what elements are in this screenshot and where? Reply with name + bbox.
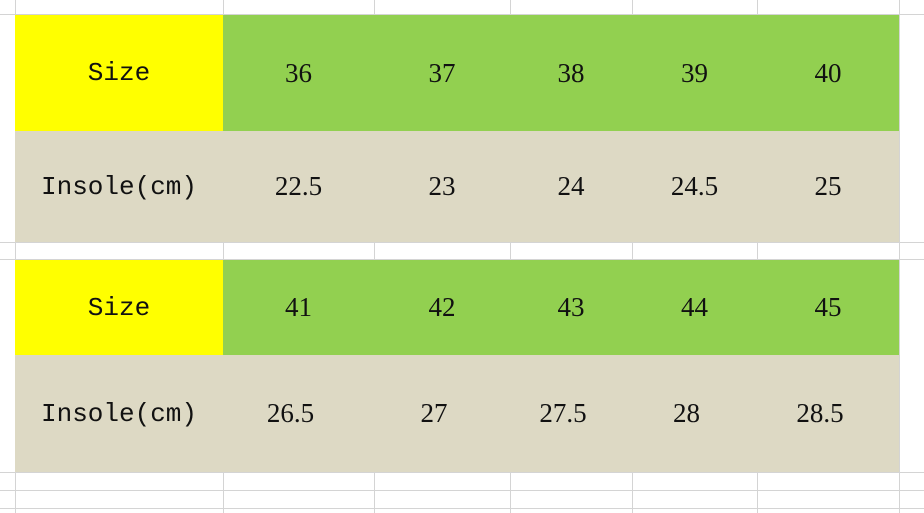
size-row-1: Size 36 37 38 39 40 bbox=[15, 15, 899, 131]
size-cell[interactable]: 44 bbox=[681, 292, 708, 322]
insole-cell[interactable]: 26.5 bbox=[266, 398, 315, 428]
size-cell[interactable]: 39 bbox=[681, 57, 708, 88]
gridline bbox=[0, 472, 924, 473]
size-label-cell[interactable]: Size bbox=[15, 15, 223, 131]
insole-row-2: Insole(cm) 26.5 27 27.5 28 28.5 bbox=[15, 355, 899, 472]
size-cell[interactable]: 42 bbox=[428, 292, 456, 322]
gridline bbox=[15, 0, 16, 513]
size-cell[interactable]: 41 bbox=[285, 292, 312, 322]
size-row-2: Size 41 42 43 44 45 bbox=[15, 260, 899, 355]
size-cell[interactable]: 45 bbox=[814, 292, 842, 322]
insole-cell[interactable]: 25 bbox=[814, 171, 842, 201]
insole-cell[interactable]: 28.5 bbox=[796, 398, 844, 428]
insole-cell[interactable]: 27 bbox=[420, 398, 448, 428]
insole-cell[interactable]: 24 bbox=[557, 171, 585, 201]
size-label-cell[interactable]: Size bbox=[15, 260, 223, 355]
size-cell[interactable]: 36 bbox=[285, 57, 312, 88]
gridline bbox=[374, 0, 375, 513]
gridline bbox=[0, 508, 924, 509]
insole-label-cell[interactable]: Insole(cm) bbox=[40, 171, 198, 202]
gridline bbox=[0, 490, 924, 491]
insole-label-cell[interactable]: Insole(cm) bbox=[40, 398, 198, 429]
insole-cell[interactable]: 24.5 bbox=[670, 171, 719, 201]
insole-row-1: Insole(cm) 22.5 23 24 24.5 25 bbox=[15, 131, 899, 242]
gridline bbox=[899, 0, 900, 513]
size-cell[interactable]: 38 bbox=[557, 57, 585, 88]
size-cell[interactable]: 37 bbox=[428, 57, 456, 88]
gridline bbox=[0, 259, 924, 260]
gridline bbox=[0, 242, 924, 243]
gridline bbox=[632, 0, 633, 513]
gridline bbox=[0, 14, 924, 15]
gridline bbox=[510, 0, 511, 513]
gridline bbox=[757, 0, 758, 513]
size-cell[interactable]: 43 bbox=[557, 292, 585, 322]
insole-cell[interactable]: 27.5 bbox=[539, 398, 587, 428]
insole-cell[interactable]: 23 bbox=[428, 171, 456, 201]
size-cell[interactable]: 40 bbox=[814, 57, 842, 88]
gridline bbox=[223, 0, 224, 513]
insole-cell[interactable]: 28 bbox=[673, 398, 700, 428]
insole-cell[interactable]: 22.5 bbox=[274, 171, 323, 201]
